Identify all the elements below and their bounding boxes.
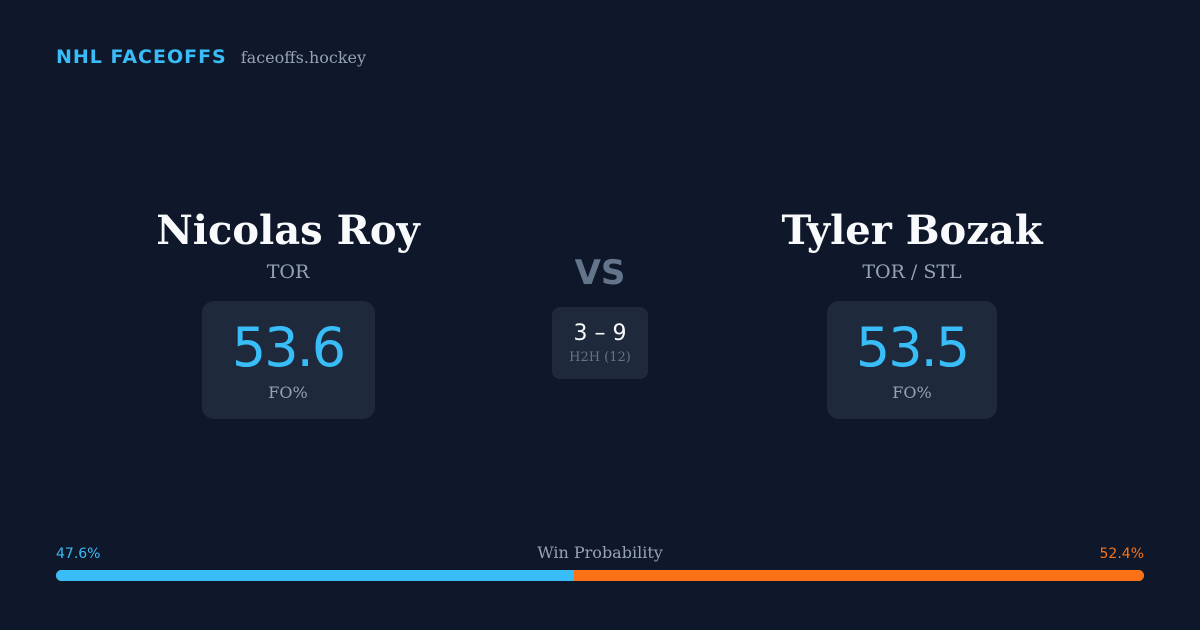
player-right-name: Tyler Bozak [781, 207, 1043, 254]
player-right-fo-value: 53.5 [855, 315, 970, 379]
h2h-label: H2H (12) [569, 350, 631, 365]
player-left-fo-value: 53.6 [231, 315, 346, 379]
player-right-fo-label: FO% [892, 382, 932, 402]
win-probability-bar [56, 570, 1144, 581]
win-probability-right-fill [573, 570, 1144, 581]
player-left-team: TOR [266, 261, 310, 283]
h2h-score: 3 – 9 [573, 321, 627, 346]
player-left-name: Nicolas Roy [156, 207, 420, 254]
player-right: Tyler Bozak TOR / STL 53.5 FO% [712, 205, 1112, 419]
player-left-fo-label: FO% [268, 382, 308, 402]
win-probability-labels: 47.6% Win Probability 52.4% [56, 543, 1144, 563]
win-probability-right-label: 52.4% [1099, 546, 1144, 562]
brand-name: NHL FACEOFFS [56, 46, 227, 68]
h2h-card: 3 – 9 H2H (12) [552, 307, 648, 379]
win-probability-left-label: 47.6% [56, 546, 101, 562]
win-probability: 47.6% Win Probability 52.4% [56, 543, 1144, 581]
brand-domain: faceoffs.hockey [240, 48, 367, 67]
player-right-stat-card: 53.5 FO% [827, 301, 997, 419]
vs-label: VS [574, 253, 626, 293]
brand-header: NHL FACEOFFS faceoffs.hockey [56, 46, 366, 68]
player-right-team: TOR / STL [862, 261, 962, 283]
player-left: Nicolas Roy TOR 53.6 FO% [88, 205, 488, 419]
win-probability-title: Win Probability [537, 543, 663, 562]
player-left-stat-card: 53.6 FO% [201, 301, 375, 419]
win-probability-left-fill [56, 570, 574, 581]
